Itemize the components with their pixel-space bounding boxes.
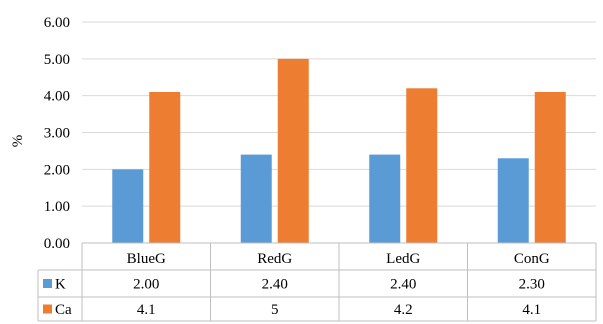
data-label-ca: 5 (271, 302, 279, 318)
y-tick-label: 5.00 (44, 52, 70, 68)
legend-label-ca: Ca (55, 302, 72, 318)
data-label-k: 2.40 (262, 277, 288, 293)
x-category-label: BlueG (127, 251, 166, 267)
data-label-ca: 4.1 (137, 302, 156, 318)
bar-k-redg (240, 154, 272, 243)
y-tick-label: 1.00 (44, 199, 70, 215)
legend-key-k (43, 279, 52, 288)
y-tick-label: 6.00 (44, 15, 70, 31)
data-label-k: 2.40 (390, 277, 416, 293)
y-axis-label: % (10, 135, 26, 148)
data-label-ca: 4.1 (522, 302, 541, 318)
y-tick-labels: 0.00 1.00 2.00 3.00 4.00 5.00 6.00 (44, 15, 70, 252)
y-tick-label: 3.00 (44, 126, 70, 142)
data-label-k: 2.30 (519, 277, 545, 293)
bar-ca-redg (277, 58, 309, 244)
x-category-label: ConG (514, 251, 550, 267)
bar-ca-blueg (149, 91, 181, 243)
x-category-label: LedG (386, 251, 420, 267)
bars (112, 58, 566, 244)
data-table: BlueG RedG LedG ConG K 2.00 2.40 2.40 2.30 Ca 4.1 5… (37, 242, 597, 322)
legend-label-k: K (55, 277, 66, 293)
y-tick-label: 2.00 (44, 162, 70, 178)
bar-k-blueg (112, 169, 144, 243)
y-tick-label: 4.00 (44, 89, 70, 105)
x-category-label: RedG (257, 251, 292, 267)
bar-k-cong (497, 158, 529, 243)
bar-ca-cong (534, 91, 566, 243)
y-tick-label: 0.00 (44, 236, 70, 252)
bar-ca-ledg (406, 88, 438, 243)
bar-k-ledg (369, 154, 401, 243)
data-label-k: 2.00 (133, 277, 159, 293)
legend-key-ca (43, 304, 52, 314)
data-label-ca: 4.2 (394, 302, 413, 318)
